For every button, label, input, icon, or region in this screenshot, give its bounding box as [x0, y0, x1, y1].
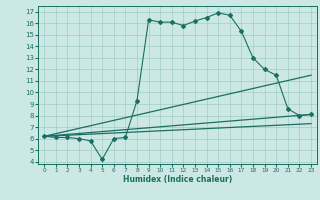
X-axis label: Humidex (Indice chaleur): Humidex (Indice chaleur)	[123, 175, 232, 184]
